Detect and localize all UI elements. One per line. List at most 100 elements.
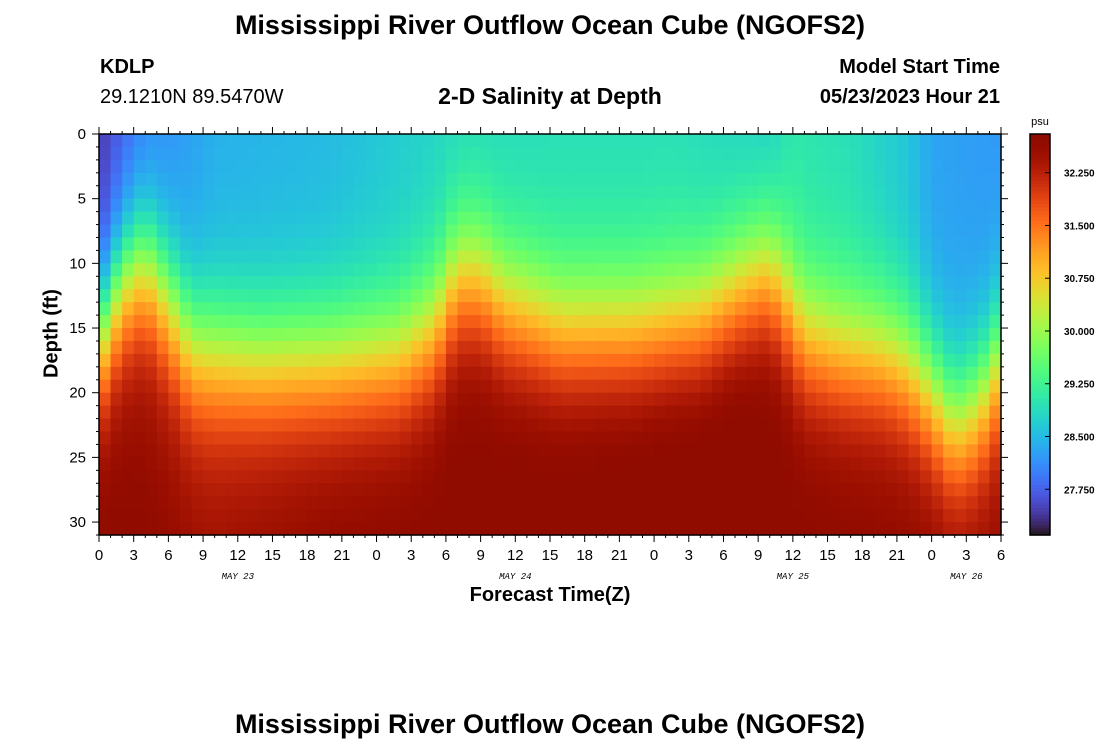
heatmap-cell: [214, 405, 227, 420]
heatmap-cell: [630, 405, 644, 420]
heatmap-cell: [850, 315, 863, 329]
heatmap-cell: [896, 172, 910, 187]
heatmap-cell: [977, 444, 991, 458]
heatmap-cell: [110, 431, 123, 446]
heatmap-cell: [237, 418, 250, 433]
heatmap-cell: [943, 483, 956, 497]
heatmap-cell: [284, 328, 297, 342]
heatmap-cell: [364, 340, 378, 355]
heatmap-cell: [607, 483, 620, 497]
heatmap-cell: [515, 159, 528, 174]
heatmap-cell: [526, 146, 540, 161]
heatmap-cell: [272, 457, 285, 471]
heatmap-cell: [237, 496, 250, 510]
heatmap-cell: [145, 457, 158, 471]
heatmap-cell: [376, 418, 389, 433]
heatmap-cell: [330, 237, 343, 252]
heatmap-cell: [480, 172, 493, 187]
heatmap-cell: [411, 457, 424, 471]
heatmap-cell: [492, 276, 505, 290]
heatmap-cell: [179, 198, 193, 213]
heatmap-cell: [399, 457, 412, 471]
heatmap-cell: [411, 263, 424, 277]
heatmap-cell: [526, 431, 540, 446]
colorbar-swatch: [1030, 491, 1050, 496]
heatmap-cell: [503, 405, 516, 420]
heatmap-cell: [237, 211, 250, 226]
heatmap-cell: [862, 496, 875, 510]
x-date-label: MAY 23: [222, 572, 255, 582]
heatmap-cell: [307, 237, 320, 252]
heatmap-cell: [746, 263, 759, 277]
heatmap-cell: [954, 444, 967, 458]
heatmap-cell: [376, 263, 389, 277]
heatmap-cell: [330, 185, 343, 200]
heatmap-cell: [515, 509, 528, 523]
heatmap-cell: [607, 302, 620, 316]
heatmap-cell: [619, 431, 632, 446]
heatmap-cell: [318, 340, 331, 355]
colorbar-swatch: [1030, 194, 1050, 199]
colorbar-swatch: [1030, 521, 1050, 526]
heatmap-cell: [873, 289, 886, 303]
heatmap-cell: [769, 328, 782, 342]
heatmap-cell: [908, 444, 921, 458]
heatmap-cell: [249, 185, 262, 200]
heatmap-cell: [769, 159, 782, 174]
heatmap-cell: [792, 146, 806, 161]
heatmap-cell: [654, 509, 667, 523]
heatmap-cell: [723, 198, 736, 213]
heatmap-cell: [989, 457, 1002, 471]
heatmap-cell: [307, 379, 320, 394]
heatmap-cell: [977, 366, 991, 381]
heatmap-cell: [607, 134, 620, 148]
heatmap-cell: [145, 302, 158, 316]
heatmap-cell: [99, 444, 112, 458]
heatmap-cell: [469, 134, 482, 148]
heatmap-cell: [735, 522, 748, 536]
heatmap-cell: [399, 496, 412, 510]
heatmap-cell: [931, 431, 944, 446]
heatmap-cell: [260, 250, 274, 264]
colorbar-swatch: [1030, 428, 1050, 433]
x-axis-label: Forecast Time(Z): [469, 584, 631, 606]
heatmap-cell: [561, 353, 574, 368]
heatmap-cell: [839, 509, 852, 523]
heatmap-cell: [723, 405, 736, 420]
heatmap-cell: [966, 340, 979, 355]
heatmap-cell: [99, 366, 112, 381]
heatmap-cell: [133, 509, 146, 523]
heatmap-cell: [399, 198, 412, 213]
heatmap-cell: [249, 392, 262, 407]
heatmap-cell: [815, 224, 829, 239]
heatmap-cell: [341, 509, 355, 523]
heatmap-cell: [133, 159, 146, 174]
heatmap-cell: [850, 198, 863, 213]
heatmap-cell: [746, 185, 759, 200]
heatmap-cell: [700, 185, 713, 200]
heatmap-cell: [503, 198, 516, 213]
colorbar-swatch: [1030, 214, 1050, 219]
heatmap-cell: [954, 470, 967, 484]
heatmap-cell: [434, 237, 447, 252]
heatmap-cell: [295, 431, 308, 446]
colorbar-swatch: [1030, 264, 1050, 269]
heatmap-cell: [295, 172, 308, 187]
heatmap-cell: [469, 198, 482, 213]
heatmap-cell: [376, 522, 389, 536]
heatmap-cell: [792, 470, 806, 484]
heatmap-cell: [272, 509, 285, 523]
heatmap-cell: [295, 483, 308, 497]
heatmap-cell: [156, 276, 169, 290]
heatmap-cell: [735, 483, 748, 497]
heatmap-cell: [931, 405, 944, 420]
heatmap-cell: [573, 159, 586, 174]
heatmap-cell: [457, 198, 470, 213]
heatmap-cell: [769, 379, 782, 394]
heatmap-cell: [133, 379, 146, 394]
heatmap-cell: [700, 172, 713, 187]
heatmap-cell: [630, 392, 644, 407]
heatmap-cell: [723, 522, 736, 536]
heatmap-cell: [677, 509, 690, 523]
heatmap-cell: [526, 496, 540, 510]
